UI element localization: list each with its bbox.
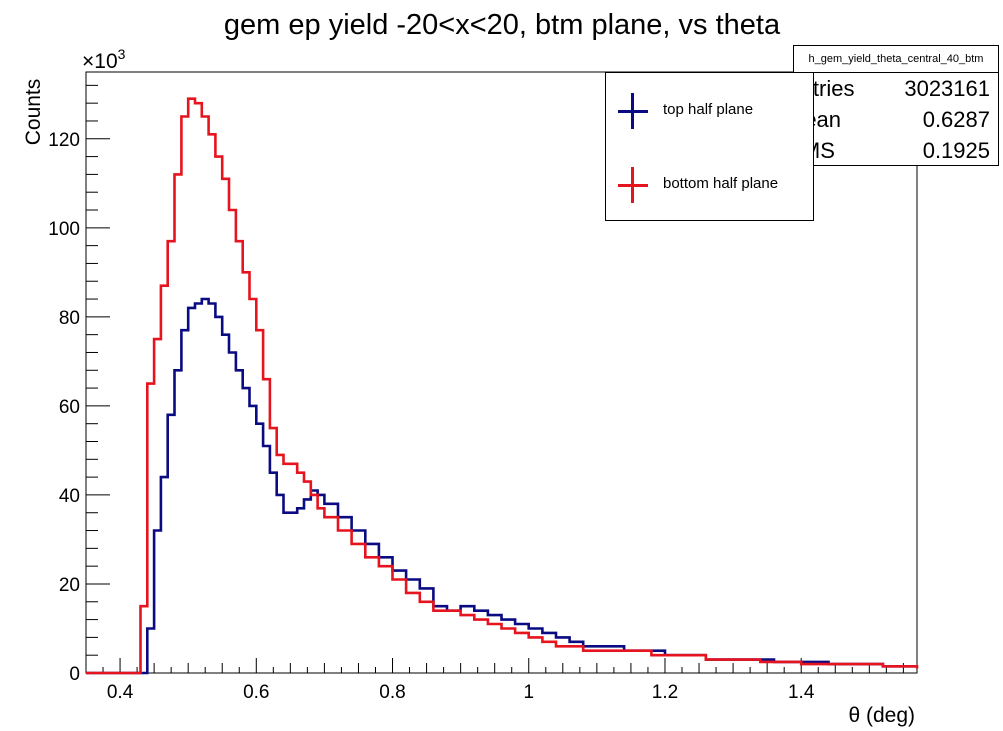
x-tick-label: 1.2: [652, 682, 678, 703]
series-line-top-half-plane: [86, 297, 917, 675]
y-axis-multiplier: ×103: [82, 46, 126, 73]
series-line-bottom-half-plane: [86, 97, 919, 675]
x-tick-label: 1: [523, 682, 534, 703]
y-tick-label: 40: [59, 486, 80, 507]
y-tick-label: 100: [48, 219, 80, 240]
legend-entry-top: top half plane: [606, 91, 813, 131]
x-tick-label: 0.8: [379, 682, 405, 703]
series-layer: [86, 97, 919, 675]
legend-marker-icon: [618, 167, 648, 203]
x-axis-label: θ (deg): [848, 704, 915, 727]
y-tick-label: 20: [59, 575, 80, 596]
legend-label: top half plane: [663, 101, 754, 118]
legend-marker-icon: [618, 93, 648, 129]
legend-entry-bottom: bottom half plane: [606, 165, 813, 205]
plot-frame: [85, 71, 918, 674]
legend-label: bottom half plane: [663, 175, 779, 192]
x-tick-label: 1.4: [788, 682, 815, 703]
x-tick-label: 0.4: [107, 682, 134, 703]
legend: top half plane bottom half plane: [605, 72, 814, 221]
y-tick-label: 80: [59, 308, 80, 329]
y-tick-label: 0: [69, 664, 80, 685]
stats-row-rms: RMS 0.1925: [794, 135, 998, 165]
x-axis-ticks: 0.4 0.6 0.8 1 1.2 1.4: [85, 658, 904, 703]
y-axis-ticks: 0 20 40 60 80 100 120: [48, 84, 110, 685]
stats-value: 3023161: [904, 76, 990, 101]
y-axis-label: Counts: [22, 79, 45, 146]
y-tick-label: 60: [59, 397, 80, 418]
stats-box-title: h_gem_yield_theta_central_40_btm: [794, 46, 998, 73]
x-tick-label: 0.6: [243, 682, 269, 703]
stats-box: h_gem_yield_theta_central_40_btm Entries…: [793, 45, 999, 166]
stats-value: 0.6287: [922, 107, 990, 132]
stats-row-mean: Mean 0.6287: [794, 104, 998, 135]
y-tick-label: 120: [48, 130, 80, 151]
stats-value: 0.1925: [922, 138, 990, 163]
chart-title: gem ep yield -20<x<20, btm plane, vs the…: [224, 9, 781, 41]
stats-row-entries: Entries 3023161: [794, 73, 998, 104]
